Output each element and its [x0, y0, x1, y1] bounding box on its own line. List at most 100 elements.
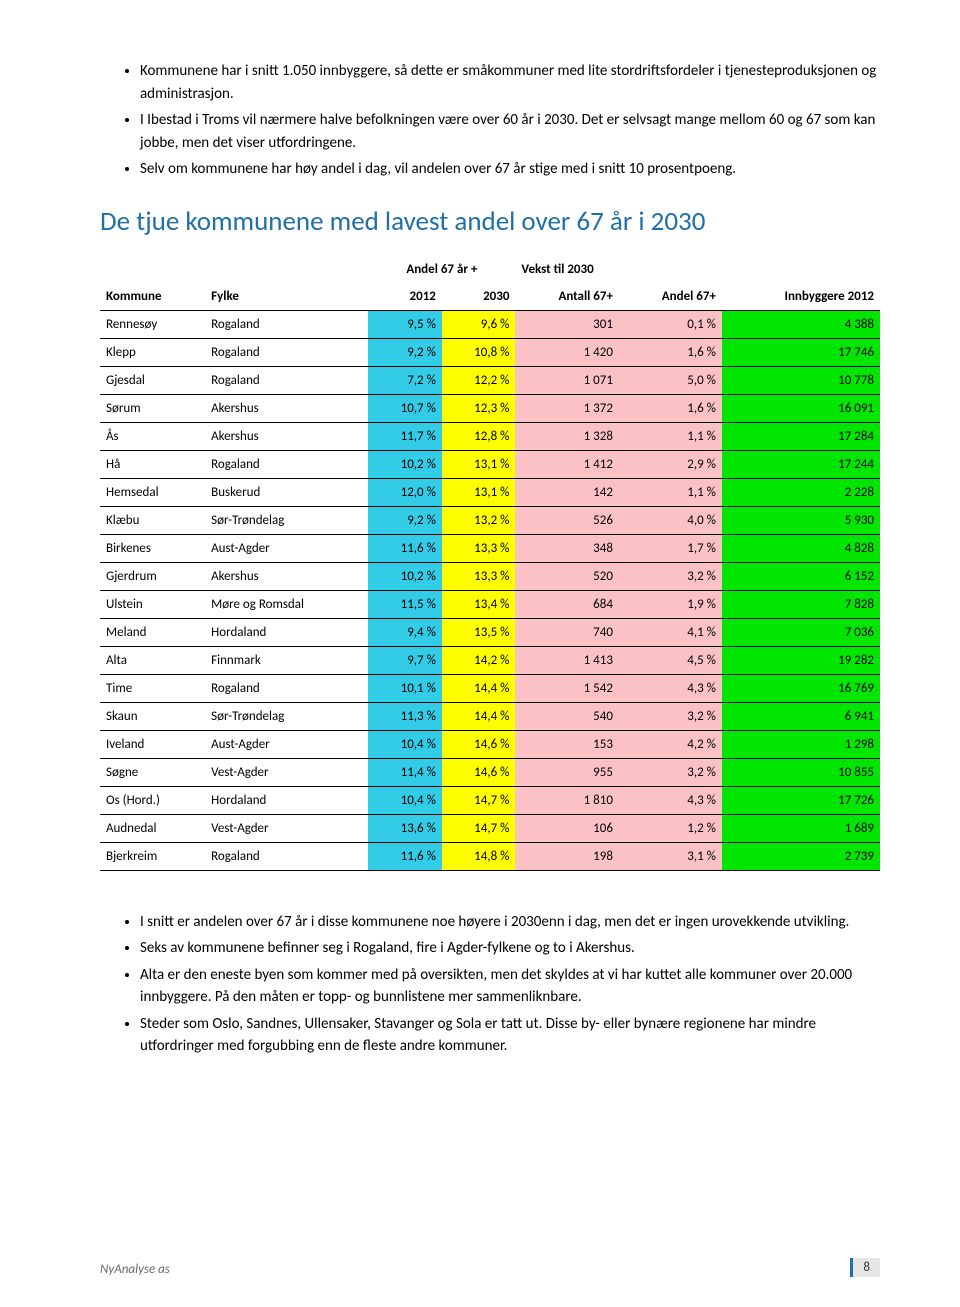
- col-fylke: Fylke: [205, 283, 368, 311]
- cell-2030: 13,3 %: [442, 562, 516, 590]
- cell-antall: 1 810: [515, 786, 619, 814]
- intro-bullet: Kommunene har i snitt 1.050 innbyggere, …: [140, 60, 880, 105]
- cell-antall: 348: [515, 534, 619, 562]
- cell-2030: 14,7 %: [442, 814, 516, 842]
- cell-2012: 11,3 %: [368, 702, 442, 730]
- cell-fylke: Vest-Agder: [205, 758, 368, 786]
- cell-antall: 684: [515, 590, 619, 618]
- table-row: AltaFinnmark9,7 %14,2 %1 4134,5 %19 282: [100, 646, 880, 674]
- cell-antall: 540: [515, 702, 619, 730]
- cell-innbyggere: 19 282: [722, 646, 880, 674]
- table-row: Os (Hord.)Hordaland10,4 %14,7 %1 8104,3 …: [100, 786, 880, 814]
- col-andel: Andel 67+: [619, 283, 722, 311]
- cell-antall: 955: [515, 758, 619, 786]
- cell-fylke: Hordaland: [205, 786, 368, 814]
- cell-antall: 526: [515, 506, 619, 534]
- cell-2030: 13,4 %: [442, 590, 516, 618]
- outro-bullet: I snitt er andelen over 67 år i disse ko…: [140, 911, 880, 934]
- table-row: SøgneVest-Agder11,4 %14,6 %9553,2 %10 85…: [100, 758, 880, 786]
- cell-fylke: Finnmark: [205, 646, 368, 674]
- cell-innbyggere: 10 778: [722, 366, 880, 394]
- table-row: KlæbuSør-Trøndelag9,2 %13,2 %5264,0 %5 9…: [100, 506, 880, 534]
- outro-bullet-list: I snitt er andelen over 67 år i disse ko…: [100, 911, 880, 1058]
- cell-kommune: Alta: [100, 646, 205, 674]
- cell-andel: 3,2 %: [619, 758, 722, 786]
- section-title: De tjue kommunene med lavest andel over …: [100, 205, 880, 238]
- table-row: ÅsAkershus11,7 %12,8 %1 3281,1 %17 284: [100, 422, 880, 450]
- cell-fylke: Aust-Agder: [205, 534, 368, 562]
- cell-innbyggere: 10 855: [722, 758, 880, 786]
- col-antall: Antall 67+: [515, 283, 619, 311]
- cell-andel: 4,3 %: [619, 786, 722, 814]
- cell-fylke: Aust-Agder: [205, 730, 368, 758]
- cell-2012: 11,5 %: [368, 590, 442, 618]
- table-row: TimeRogaland10,1 %14,4 %1 5424,3 %16 769: [100, 674, 880, 702]
- cell-2030: 12,2 %: [442, 366, 516, 394]
- cell-fylke: Sør-Trøndelag: [205, 702, 368, 730]
- cell-kommune: Gjerdrum: [100, 562, 205, 590]
- cell-andel: 5,0 %: [619, 366, 722, 394]
- cell-andel: 4,0 %: [619, 506, 722, 534]
- cell-2012: 11,6 %: [368, 534, 442, 562]
- table-row: HåRogaland10,2 %13,1 %1 4122,9 %17 244: [100, 450, 880, 478]
- cell-kommune: Hemsedal: [100, 478, 205, 506]
- cell-innbyggere: 2 739: [722, 842, 880, 870]
- cell-andel: 3,2 %: [619, 702, 722, 730]
- cell-antall: 1 413: [515, 646, 619, 674]
- cell-2012: 9,7 %: [368, 646, 442, 674]
- cell-andel: 1,2 %: [619, 814, 722, 842]
- cell-fylke: Rogaland: [205, 338, 368, 366]
- table-row: BirkenesAust-Agder11,6 %13,3 %3481,7 %4 …: [100, 534, 880, 562]
- cell-antall: 1 071: [515, 366, 619, 394]
- col-innbyggere: Innbyggere 2012: [722, 283, 880, 311]
- cell-innbyggere: 17 244: [722, 450, 880, 478]
- cell-antall: 1 542: [515, 674, 619, 702]
- cell-2030: 14,6 %: [442, 730, 516, 758]
- cell-antall: 1 328: [515, 422, 619, 450]
- cell-kommune: Klæbu: [100, 506, 205, 534]
- table-row: BjerkreimRogaland11,6 %14,8 %1983,1 %2 7…: [100, 842, 880, 870]
- group-header-andel: Andel 67 år +: [368, 256, 515, 283]
- kommune-table: Andel 67 år + Vekst til 2030 Kommune Fyl…: [100, 256, 880, 871]
- cell-2012: 9,2 %: [368, 506, 442, 534]
- table-row: MelandHordaland9,4 %13,5 %7404,1 %7 036: [100, 618, 880, 646]
- cell-kommune: Rennesøy: [100, 310, 205, 338]
- table-row: RennesøyRogaland9,5 %9,6 %3010,1 %4 388: [100, 310, 880, 338]
- table-row: AudnedalVest-Agder13,6 %14,7 %1061,2 %1 …: [100, 814, 880, 842]
- cell-fylke: Buskerud: [205, 478, 368, 506]
- cell-2030: 13,5 %: [442, 618, 516, 646]
- cell-fylke: Rogaland: [205, 366, 368, 394]
- cell-2030: 14,6 %: [442, 758, 516, 786]
- cell-andel: 1,6 %: [619, 394, 722, 422]
- cell-andel: 4,1 %: [619, 618, 722, 646]
- cell-antall: 106: [515, 814, 619, 842]
- cell-andel: 4,3 %: [619, 674, 722, 702]
- cell-antall: 520: [515, 562, 619, 590]
- cell-2012: 10,2 %: [368, 450, 442, 478]
- table-row: SkaunSør-Trøndelag11,3 %14,4 %5403,2 %6 …: [100, 702, 880, 730]
- cell-innbyggere: 5 930: [722, 506, 880, 534]
- cell-andel: 3,1 %: [619, 842, 722, 870]
- table-row: HemsedalBuskerud12,0 %13,1 %1421,1 %2 22…: [100, 478, 880, 506]
- cell-fylke: Vest-Agder: [205, 814, 368, 842]
- footer-brand: NyAnalyse as: [100, 1262, 170, 1277]
- cell-2012: 10,7 %: [368, 394, 442, 422]
- cell-2030: 14,8 %: [442, 842, 516, 870]
- cell-2030: 14,7 %: [442, 786, 516, 814]
- cell-antall: 1 420: [515, 338, 619, 366]
- table-row: GjerdrumAkershus10,2 %13,3 %5203,2 %6 15…: [100, 562, 880, 590]
- cell-kommune: Ulstein: [100, 590, 205, 618]
- col-kommune: Kommune: [100, 283, 205, 311]
- cell-2012: 10,1 %: [368, 674, 442, 702]
- cell-2030: 13,2 %: [442, 506, 516, 534]
- cell-fylke: Rogaland: [205, 450, 368, 478]
- cell-kommune: Skaun: [100, 702, 205, 730]
- cell-kommune: Iveland: [100, 730, 205, 758]
- cell-kommune: Klepp: [100, 338, 205, 366]
- cell-fylke: Rogaland: [205, 674, 368, 702]
- cell-kommune: Audnedal: [100, 814, 205, 842]
- table-row: IvelandAust-Agder10,4 %14,6 %1534,2 %1 2…: [100, 730, 880, 758]
- col-2012: 2012: [368, 283, 442, 311]
- cell-innbyggere: 2 228: [722, 478, 880, 506]
- cell-antall: 740: [515, 618, 619, 646]
